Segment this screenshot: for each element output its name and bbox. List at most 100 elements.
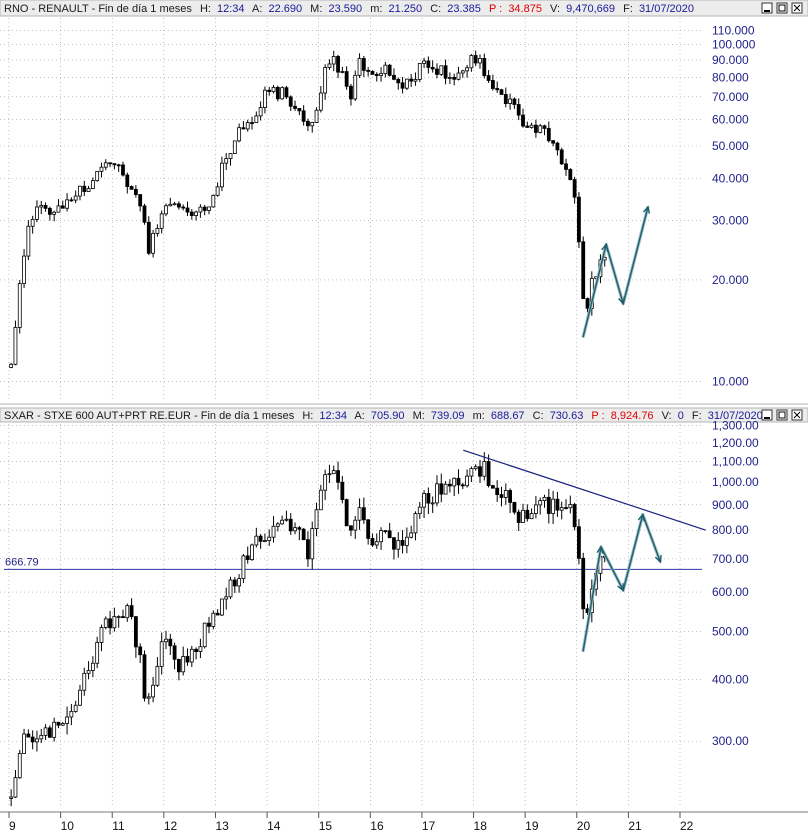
candle: [581, 236, 586, 300]
candle: [275, 85, 280, 102]
candle: [336, 54, 340, 79]
candle: [370, 533, 375, 547]
candle: [60, 200, 65, 209]
panel2-a-label: A:: [354, 410, 364, 422]
candle-body: [228, 153, 233, 159]
candle-body: [177, 658, 181, 673]
candle-body: [447, 77, 452, 79]
candle: [443, 59, 448, 85]
candle: [577, 192, 581, 248]
projection-arrowhead: [637, 513, 645, 522]
y-tick-label: 300.00: [712, 734, 749, 748]
y-tick-label: 40.000: [712, 172, 749, 186]
candle: [39, 728, 44, 744]
candle: [486, 70, 491, 84]
candle-body: [499, 89, 504, 95]
candle: [409, 74, 414, 88]
candle-body: [82, 672, 87, 691]
candle: [559, 501, 564, 520]
candle-body: [353, 519, 358, 531]
candle: [443, 481, 448, 495]
candle: [585, 297, 590, 313]
candle-body: [392, 74, 396, 80]
candle-body: [508, 490, 512, 503]
candle-body: [241, 555, 246, 579]
candle-body: [435, 483, 439, 504]
candle-body: [241, 127, 246, 130]
candle-body: [349, 525, 353, 531]
candle: [159, 210, 164, 234]
candle: [503, 87, 508, 108]
candle-body: [568, 504, 573, 509]
candle: [460, 482, 465, 490]
candle: [99, 624, 104, 652]
candle-body: [198, 646, 203, 652]
panel1-close-icon[interactable]: [791, 2, 803, 14]
candle: [452, 477, 457, 497]
panel2-v-value: 0: [678, 410, 684, 422]
candle: [297, 525, 302, 541]
candle: [456, 66, 461, 81]
candle: [82, 180, 87, 197]
candle: [164, 203, 168, 217]
candle: [482, 53, 487, 79]
candle-body: [400, 82, 405, 89]
panel1-a-value: 22.690: [268, 3, 302, 15]
candle-body: [189, 211, 194, 216]
candle: [314, 107, 319, 123]
candle: [177, 658, 181, 681]
candle: [572, 502, 577, 531]
candle: [361, 497, 366, 524]
candle: [168, 633, 173, 656]
y-tick-label: 800.00: [712, 523, 749, 537]
candle-body: [422, 60, 426, 64]
candle: [151, 676, 155, 703]
candle: [460, 69, 465, 78]
candle-body: [267, 536, 272, 541]
candle: [133, 185, 138, 198]
candle-body: [516, 104, 521, 116]
y-tick-label: 110.000: [712, 24, 755, 38]
candle: [207, 616, 211, 634]
candle-body: [17, 283, 22, 328]
candle: [99, 162, 104, 178]
candle: [271, 84, 276, 94]
candle: [138, 194, 143, 212]
candle-body: [237, 127, 242, 142]
candle-body: [263, 540, 267, 542]
candle-body: [546, 128, 551, 142]
candle-body: [133, 616, 138, 648]
candle: [478, 459, 482, 483]
panel2-minimize-icon[interactable]: [761, 409, 773, 421]
candle: [198, 204, 203, 218]
candle-body: [336, 56, 340, 73]
panel2-restore-icon[interactable]: [776, 409, 788, 421]
panel2-close-icon[interactable]: [791, 409, 803, 421]
candle: [525, 504, 530, 522]
candle-body: [379, 530, 383, 543]
projection-arrowhead: [596, 545, 604, 554]
candle-body: [159, 641, 164, 667]
candle-body: [516, 511, 521, 523]
candle-body: [456, 72, 461, 80]
y-tick-label: 500.00: [712, 624, 749, 638]
candle: [254, 111, 259, 124]
candle-body: [469, 55, 474, 69]
candle-body: [508, 98, 512, 104]
panel1-minimize-icon[interactable]: [761, 2, 773, 14]
candle: [516, 98, 521, 121]
candle-body: [13, 777, 18, 798]
candle-body: [60, 723, 65, 726]
candle: [185, 201, 190, 217]
candle-body: [318, 489, 323, 511]
candle-body: [215, 186, 220, 196]
candle-body: [220, 598, 224, 616]
candle: [525, 121, 530, 128]
panel1-v-value: 9,470,669: [566, 3, 615, 15]
panel1-restore-icon[interactable]: [776, 2, 788, 14]
candle-body: [534, 124, 538, 133]
candle-body: [56, 721, 61, 726]
candle-body: [284, 518, 289, 521]
x-tick-label: 10: [61, 819, 75, 833]
